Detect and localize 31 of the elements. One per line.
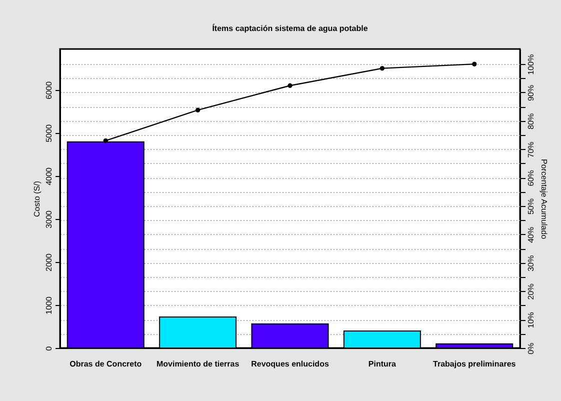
y2-tick-label: 50%	[526, 198, 536, 215]
x-tick-label: Trabajos preliminares	[433, 360, 516, 368]
x-tick-label: Pintura	[368, 360, 397, 368]
y-tick-label: 1000	[44, 296, 54, 314]
y2-tick-label: 40%	[526, 226, 536, 243]
y-tick-label: 5000	[44, 124, 54, 142]
chart-title: Ítems captación sistema de agua potable	[212, 23, 368, 33]
y2-tick-label: 90%	[526, 84, 536, 101]
y-tick-label: 6000	[44, 80, 54, 100]
point	[472, 62, 477, 66]
y2-tick-label: 60%	[526, 170, 536, 186]
x-tick-label: Obras de Concreto	[70, 360, 142, 368]
y2-axis-title: Porcentaje Acumulado	[540, 158, 548, 240]
y-tick-label: 4000	[44, 166, 54, 186]
y-axis-title: Costo (S/)	[32, 180, 42, 218]
point	[380, 66, 385, 71]
point	[103, 138, 108, 144]
y2-tick-label: 30%	[526, 255, 536, 272]
point	[288, 83, 292, 88]
y2-tick-label: 20%	[526, 284, 536, 300]
y2-tick-label: 100%	[526, 54, 536, 75]
y-tick-label: 0	[44, 346, 54, 351]
y2-tick-label: 10%	[526, 312, 536, 328]
y2-tick-label: 80%	[526, 113, 536, 130]
point	[195, 108, 200, 112]
y-tick-label: 3000	[44, 210, 54, 228]
x-tick-label: Movimiento de tierras	[156, 360, 240, 368]
y2-tick-label: 70%	[526, 142, 536, 158]
y2-tick-label: 0%	[526, 342, 536, 354]
x-tick-label: Revoques enlucidos	[251, 360, 330, 368]
y-tick-label: 2000	[44, 253, 54, 272]
